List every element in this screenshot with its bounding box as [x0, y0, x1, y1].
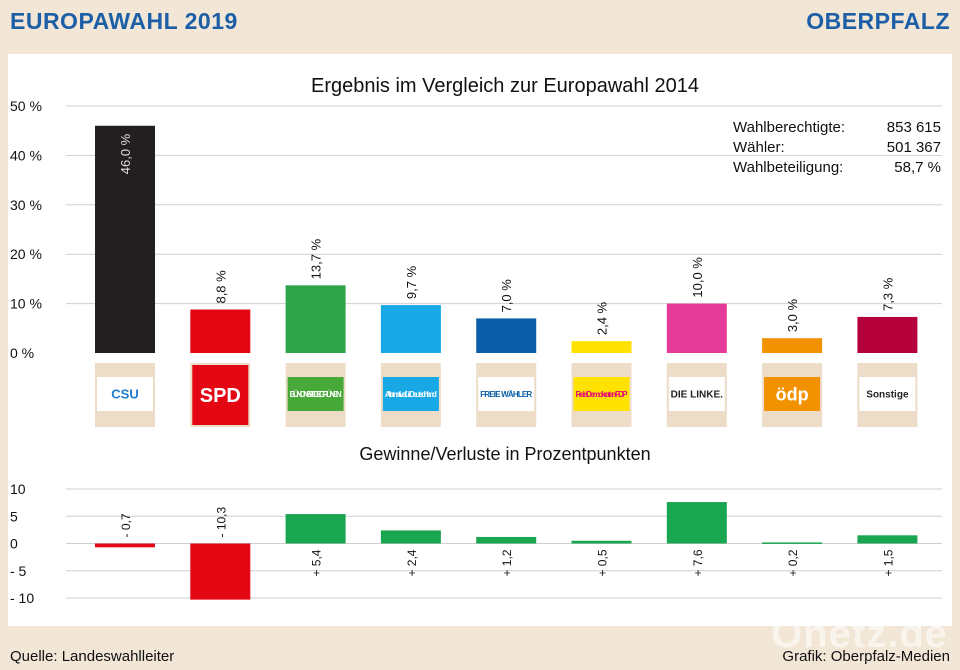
- change-label: + 1,2: [500, 549, 514, 576]
- change-bar-gruene: [285, 514, 346, 544]
- change-label: + 0,5: [596, 549, 610, 576]
- value-label: 8,8 %: [213, 270, 228, 304]
- logo-text-afd: Alternative für Deutschland: [385, 390, 437, 399]
- chart-panel: Ergebnis im Vergleich zur Europawahl 201…: [8, 54, 952, 626]
- header-region: OBERPFALZ: [806, 8, 950, 34]
- value-label: 9,7 %: [404, 265, 419, 299]
- stat-value: 501 367: [886, 139, 941, 156]
- stat-label: Wahlbeteiligung:: [733, 159, 844, 176]
- watermark: Onetz.de: [771, 612, 948, 656]
- logo-linke: [668, 377, 725, 411]
- y-tick-label: 10 %: [10, 296, 42, 312]
- logo-fdp: [573, 377, 630, 411]
- value-label: 10,0 %: [690, 257, 705, 298]
- bar-sonstige: [857, 316, 918, 353]
- y-tick-label: 30 %: [10, 197, 42, 213]
- bar-gruene: [285, 285, 346, 353]
- stat-label: Wahlberechtigte:: [733, 119, 846, 136]
- logo-freie-waehler: [478, 377, 535, 411]
- source-note: Quelle: Landeswahlleiter: [10, 648, 175, 665]
- change-label: - 0,7: [119, 513, 133, 537]
- y-tick-label: 0 %: [10, 345, 34, 361]
- change-bar-afd: [380, 530, 441, 544]
- change-label: + 0,2: [786, 549, 800, 576]
- bar-fdp: [571, 341, 632, 353]
- chart-title-2: Gewinne/Verluste in Prozentpunkten: [359, 444, 650, 464]
- y-tick-label-2: 10: [10, 481, 26, 497]
- change-bar-spd: [190, 543, 251, 600]
- y-tick-label: 40 %: [10, 147, 42, 163]
- bar-csu: [95, 125, 155, 353]
- chart-svg: Ergebnis im Vergleich zur Europawahl 201…: [10, 75, 942, 606]
- bar-freie-waehler: [476, 318, 537, 353]
- logo-text-spd: SPD: [200, 385, 241, 407]
- change-bar-csu: [95, 543, 155, 548]
- stat-row-voters: Wähler: 501 367: [733, 138, 941, 158]
- y-tick-label-2: 5: [10, 508, 18, 524]
- change-bar-linke: [666, 502, 727, 544]
- logo-text-fdp: Freie Demokraten FDP: [576, 390, 629, 399]
- stat-row-turnout: Wahlbeteiligung: 58,7 %: [733, 158, 941, 178]
- header-title: EUROPAWAHL 2019: [10, 8, 238, 34]
- logo-afd: [382, 377, 439, 411]
- change-label: + 5,4: [310, 549, 324, 576]
- y-tick-label-2: - 10: [10, 590, 34, 606]
- logo-text-oedp: ödp: [776, 384, 809, 404]
- value-label: 7,3 %: [880, 277, 895, 311]
- value-label: 46,0 %: [118, 133, 133, 174]
- y-tick-label: 50 %: [10, 98, 42, 114]
- stat-label: Wähler:: [733, 139, 785, 156]
- change-label: + 2,4: [405, 549, 419, 576]
- logo-text-freie-waehler: FREIE WÄHLER: [480, 390, 532, 399]
- logo-spd: [192, 365, 249, 425]
- logo-text-linke: DIE LINKE.: [671, 390, 723, 401]
- change-label: + 1,5: [881, 549, 895, 576]
- election-stats: Wahlberechtigte: 853 615 Wähler: 501 367…: [733, 118, 941, 178]
- change-label: + 7,6: [691, 549, 705, 576]
- logo-gruene: [287, 377, 344, 411]
- stat-value: 58,7 %: [894, 159, 941, 176]
- bar-spd: [190, 309, 251, 353]
- change-bar-sonstige: [857, 535, 918, 544]
- change-bar-fdp: [571, 540, 632, 544]
- value-label: 3,0 %: [785, 298, 800, 332]
- chart-title: Ergebnis im Vergleich zur Europawahl 201…: [311, 75, 699, 97]
- bar-linke: [666, 303, 727, 353]
- y-tick-label-2: - 5: [10, 563, 27, 579]
- stat-row-eligible: Wahlberechtigte: 853 615: [733, 118, 941, 138]
- value-label: 7,0 %: [499, 279, 514, 313]
- y-tick-label: 20 %: [10, 246, 42, 262]
- change-label: - 10,3: [214, 506, 228, 537]
- bar-oedp: [762, 338, 823, 353]
- logo-text-sonstige: Sonstige: [866, 390, 909, 401]
- y-tick-label-2: 0: [10, 536, 18, 552]
- credit-note: Grafik: Oberpfalz-Medien: [782, 648, 950, 665]
- logo-sonstige: [859, 377, 916, 411]
- change-bar-oedp: [762, 542, 823, 544]
- logo-text-gruene: BÜNDNIS 90 DIE GRÜNEN: [290, 390, 342, 399]
- stat-value: 853 615: [886, 119, 941, 136]
- logo-text-csu: CSU: [111, 387, 138, 402]
- value-label: 13,7 %: [309, 238, 324, 279]
- value-label: 2,4 %: [595, 301, 610, 335]
- logo-csu: [97, 377, 153, 411]
- change-bar-freie-waehler: [476, 536, 537, 544]
- bar-afd: [380, 305, 441, 353]
- logo-oedp: [764, 377, 821, 411]
